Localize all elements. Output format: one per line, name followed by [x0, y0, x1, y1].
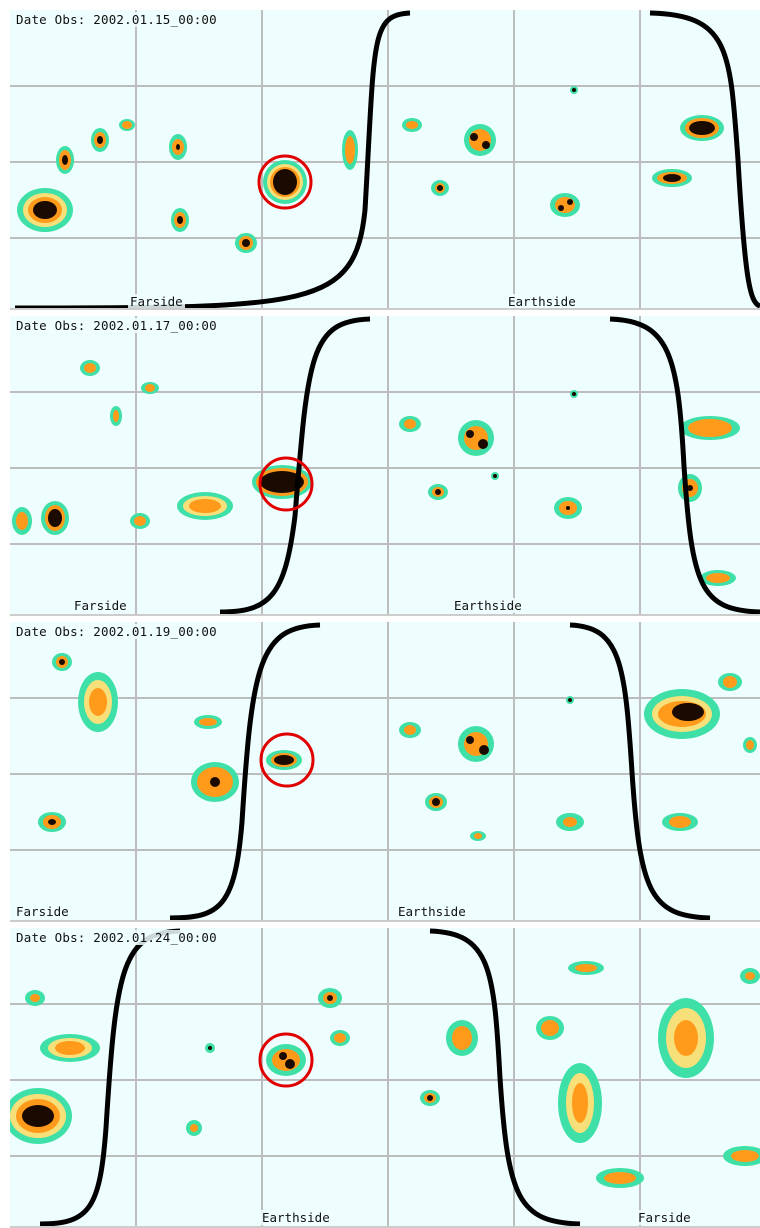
map-canvas	[10, 10, 760, 308]
highlight-circle	[259, 732, 315, 788]
limb-curves	[39, 928, 581, 1226]
active-regions	[38, 653, 757, 841]
highlight-circle	[258, 1032, 314, 1088]
hemisphere-label: Farside	[128, 294, 185, 309]
grid-lines	[10, 622, 760, 920]
active-regions	[10, 961, 760, 1188]
active-regions	[17, 86, 724, 253]
map-canvas	[10, 316, 760, 614]
farside-map-panel-2: Date Obs: 2002.01.17_00:00 Farside Earth…	[10, 316, 760, 616]
observation-date: Date Obs: 2002.01.15_00:00	[14, 12, 219, 27]
observation-date: Date Obs: 2002.01.17_00:00	[14, 318, 219, 333]
hemisphere-label: Earthside	[452, 598, 524, 613]
hemisphere-label: Farside	[14, 904, 71, 919]
map-canvas	[10, 928, 760, 1226]
limb-curves	[14, 10, 760, 308]
hemisphere-label: Earthside	[506, 294, 578, 309]
limb-curves	[219, 316, 760, 614]
farside-map-panel-4: Date Obs: 2002.01.24_00:00 Earthside Far…	[10, 928, 760, 1228]
hemisphere-label: Farside	[636, 1210, 693, 1225]
farside-map-panel-3: Date Obs: 2002.01.19_00:00 Farside Earth…	[10, 622, 760, 922]
hemisphere-label: Earthside	[396, 904, 468, 919]
observation-date: Date Obs: 2002.01.19_00:00	[14, 624, 219, 639]
grid-lines	[10, 316, 760, 614]
highlight-circle	[257, 154, 313, 210]
limb-curves	[169, 622, 711, 920]
farside-map-panel-1: Date Obs: 2002.01.15_00:00 Farside Earth…	[10, 10, 760, 310]
hemisphere-label: Earthside	[260, 1210, 332, 1225]
active-regions	[12, 360, 740, 586]
map-canvas	[10, 622, 760, 920]
highlight-circle	[258, 456, 314, 512]
grid-lines	[10, 10, 760, 308]
hemisphere-label: Farside	[72, 598, 129, 613]
observation-date: Date Obs: 2002.01.24_00:00	[14, 930, 219, 945]
